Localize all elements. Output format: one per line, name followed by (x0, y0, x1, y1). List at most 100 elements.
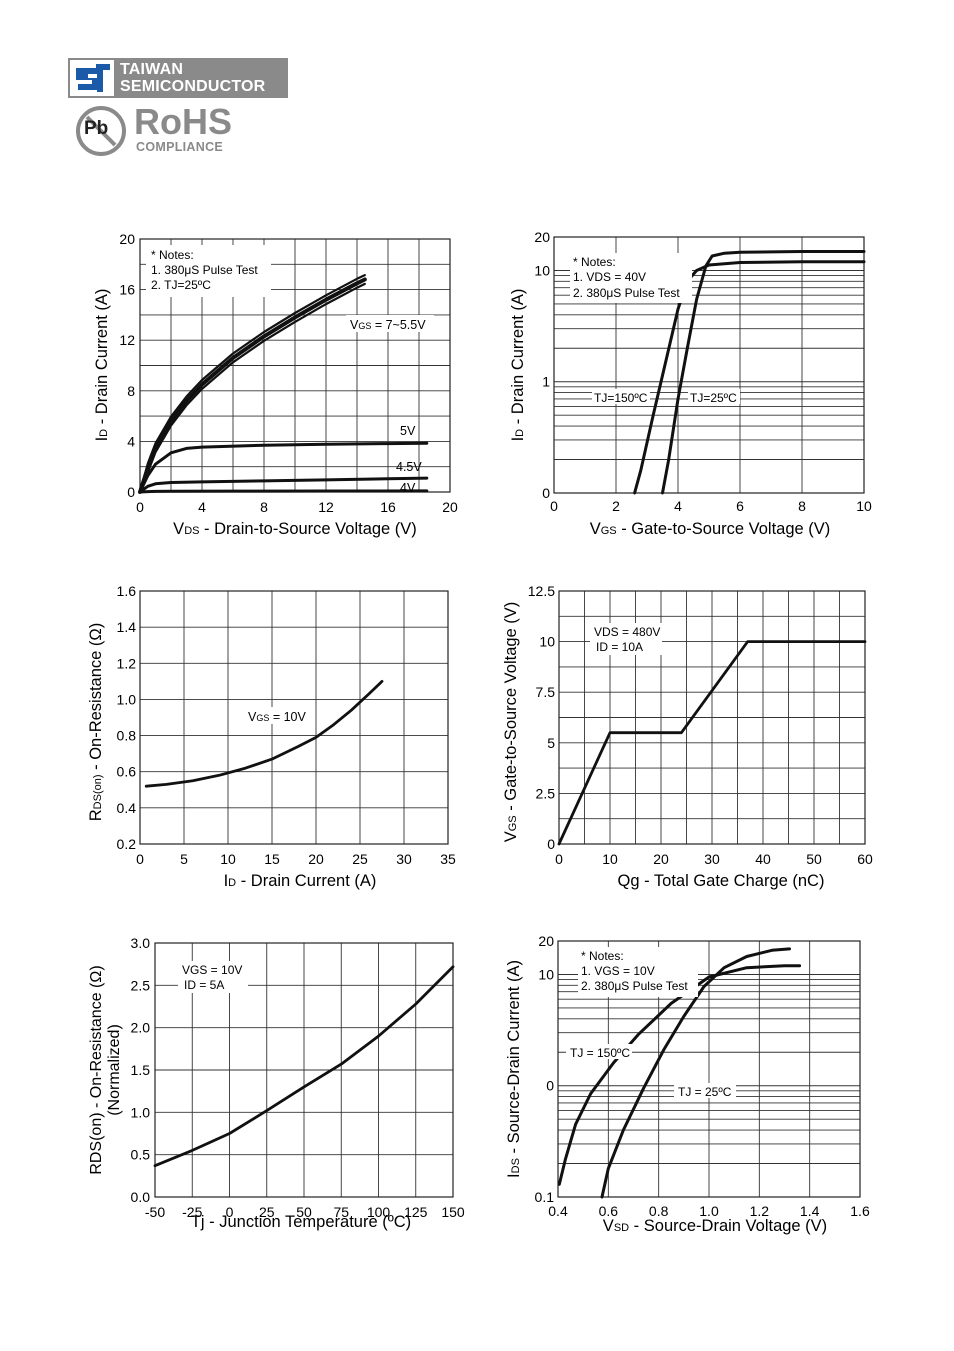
x-tick-label: 0 (136, 499, 144, 515)
notes-line: 1. 380μS Pulse Test (151, 263, 258, 277)
y-axis-label-normalized: (Normalized) (106, 1024, 123, 1116)
x-tick-label: 10 (602, 851, 618, 867)
pb-free-icon (76, 106, 126, 156)
series-label-tj25: TJ = 25ºC (678, 1085, 732, 1099)
x-tick-label: -50 (145, 1204, 165, 1220)
x-tick-label: 0 (550, 498, 558, 514)
y-tick-label: 0.5 (131, 1147, 151, 1163)
chart-source-drain-diode: 0.4 0.6 0.8 1.0 1.2 1.4 1.6 0.1 0 10 20 * Notes: 1… (505, 933, 870, 1235)
x-tick-label: 4 (198, 499, 206, 515)
y-tick-label: 0 (547, 836, 555, 852)
x-tick-label: 1.2 (750, 1203, 770, 1219)
x-tick-label: 12 (318, 499, 334, 515)
x-axis-label: Qg - Total Gate Charge (nC) (618, 872, 825, 890)
series-line-normalized-rdson (153, 965, 455, 1168)
y-tick-label: 20 (534, 229, 550, 245)
series-line-vgs-7-5.5v (138, 277, 367, 494)
x-tick-label: 0 (136, 851, 144, 867)
series-label-5v: 5V (400, 424, 416, 438)
x-tick-label: 20 (653, 851, 669, 867)
series-line-tj150 (557, 964, 802, 1186)
x-tick-label: 75 (333, 1204, 349, 1220)
x-tick-label: 0.4 (548, 1203, 568, 1219)
x-tick-label: 8 (798, 498, 806, 514)
series-label-tj25: TJ=25ºC (690, 391, 737, 405)
x-tick-label: 150 (441, 1204, 465, 1220)
y-tick-label: 1.2 (117, 655, 137, 671)
y-axis-label: VGS - Gate-to-Source Voltage (V) (502, 602, 520, 843)
y-tick-label: 16 (119, 282, 135, 298)
x-tick-label: 4 (674, 498, 682, 514)
y-tick-label: 1.0 (117, 691, 137, 707)
x-axis-label: VGS - Gate-to-Source Voltage (V) (590, 520, 831, 538)
x-tick-label: 1.6 (850, 1203, 870, 1219)
notes-line: 2. 380μS Pulse Test (573, 286, 680, 300)
y-tick-label: 2.5 (536, 785, 556, 801)
y-axis-label: ID - Drain Current (A) (509, 289, 527, 442)
y-tick-label: 0.6 (117, 764, 137, 780)
x-tick-label: 100 (367, 1204, 391, 1220)
label-id: ID = 10A (596, 640, 643, 654)
chart-on-resistance-vs-current: 0 5 10 15 20 25 30 35 0.2 0.4 0.6 0.8 1.0 1.2 1.4 1.6 V… (87, 583, 456, 890)
y-axis-label: ID - Drain Current (A) (93, 289, 111, 442)
chart-gate-charge: 0 10 20 30 40 50 60 0 2.5 5 7.5 10 12.5 VDS = 480V I… (502, 583, 873, 890)
y-tick-label: 7.5 (536, 684, 556, 700)
x-tick-label: 25 (259, 1204, 275, 1220)
y-tick-label: 12 (119, 332, 135, 348)
chart-on-resistance-vs-temperature: -50 -25 0 25 50 75 100 125 150 0.0 0.5 1.0 1.5 2.0 2.5… (88, 935, 465, 1231)
x-tick-label: 0.6 (599, 1203, 619, 1219)
x-tick-label: 8 (260, 499, 268, 515)
series-label-vgs: VGS = 10V (248, 710, 307, 724)
x-axis-label: Tj - Junction Temperature (ºC) (191, 1213, 411, 1231)
y-axis-label: IDS - Source-Drain Current (A) (505, 960, 523, 1178)
y-tick-label: 20 (119, 231, 135, 247)
x-tick-label: 10 (220, 851, 236, 867)
y-axis-label: RDS(on) - On-Resistance (Ω) (88, 965, 105, 1174)
y-tick-label: 3.0 (131, 935, 151, 951)
x-axis-label: VSD - Source-Drain Voltage (V) (603, 1217, 827, 1235)
y-tick-label: 0.4 (117, 800, 137, 816)
series-line-tj25 (661, 250, 866, 495)
x-tick-label: 30 (704, 851, 720, 867)
series-line-vgs-7-5.5v-band (138, 282, 366, 494)
y-tick-label: 1.5 (131, 1062, 151, 1078)
y-tick-label: 0.1 (535, 1189, 555, 1205)
series-label-4-5v: 4.5V (396, 460, 422, 474)
y-tick-label: 1 (542, 374, 550, 390)
x-tick-label: 6 (736, 498, 744, 514)
y-tick-label: 2.0 (131, 1020, 151, 1036)
series-line-vgs (557, 640, 867, 846)
x-tick-label: 60 (857, 851, 873, 867)
x-tick-label: 0.8 (649, 1203, 669, 1219)
y-tick-label: 0.2 (117, 836, 137, 852)
series-label-vgs: VGS = 7~5.5V (350, 318, 426, 332)
company-name: TAIWAN SEMICONDUCTOR (120, 61, 265, 95)
label-vgs: VGS = 10V (182, 963, 242, 977)
x-tick-label: 30 (396, 851, 412, 867)
rohs-label: RoHS (134, 101, 232, 142)
notes-line: * Notes: (151, 248, 194, 262)
pb-label: Pb (84, 118, 109, 139)
y-tick-label: 2.5 (131, 977, 151, 993)
y-tick-label: 0 (127, 484, 135, 500)
ts-logo-mark-icon (70, 60, 114, 96)
x-tick-label: 5 (180, 851, 188, 867)
x-tick-label: 16 (380, 499, 396, 515)
notes-line: 2. 380μS Pulse Test (581, 979, 688, 993)
series-line-vgs-7-5.5v-band (138, 274, 366, 494)
x-tick-label: 20 (442, 499, 458, 515)
pb-slash-icon (85, 115, 117, 147)
x-tick-label: 40 (755, 851, 771, 867)
x-tick-label: 1.4 (800, 1203, 820, 1219)
x-tick-label: -25 (182, 1204, 202, 1220)
taiwan-semiconductor-logo: TAIWAN SEMICONDUCTOR (68, 58, 288, 98)
y-tick-label: 0 (546, 1078, 554, 1094)
y-tick-label: 12.5 (528, 583, 555, 599)
chart-transfer-characteristics: 0 2 4 6 8 10 0 1 10 20 * Notes: 1. VDS = 40V 2. 3… (509, 229, 872, 538)
series-line-tj25 (600, 947, 791, 1199)
y-tick-label: 1.6 (117, 583, 137, 599)
x-tick-label: 0 (226, 1204, 234, 1220)
x-tick-label: 10 (856, 498, 872, 514)
y-tick-label: 1.0 (131, 1104, 151, 1120)
company-name-line2: SEMICONDUCTOR (120, 78, 266, 95)
